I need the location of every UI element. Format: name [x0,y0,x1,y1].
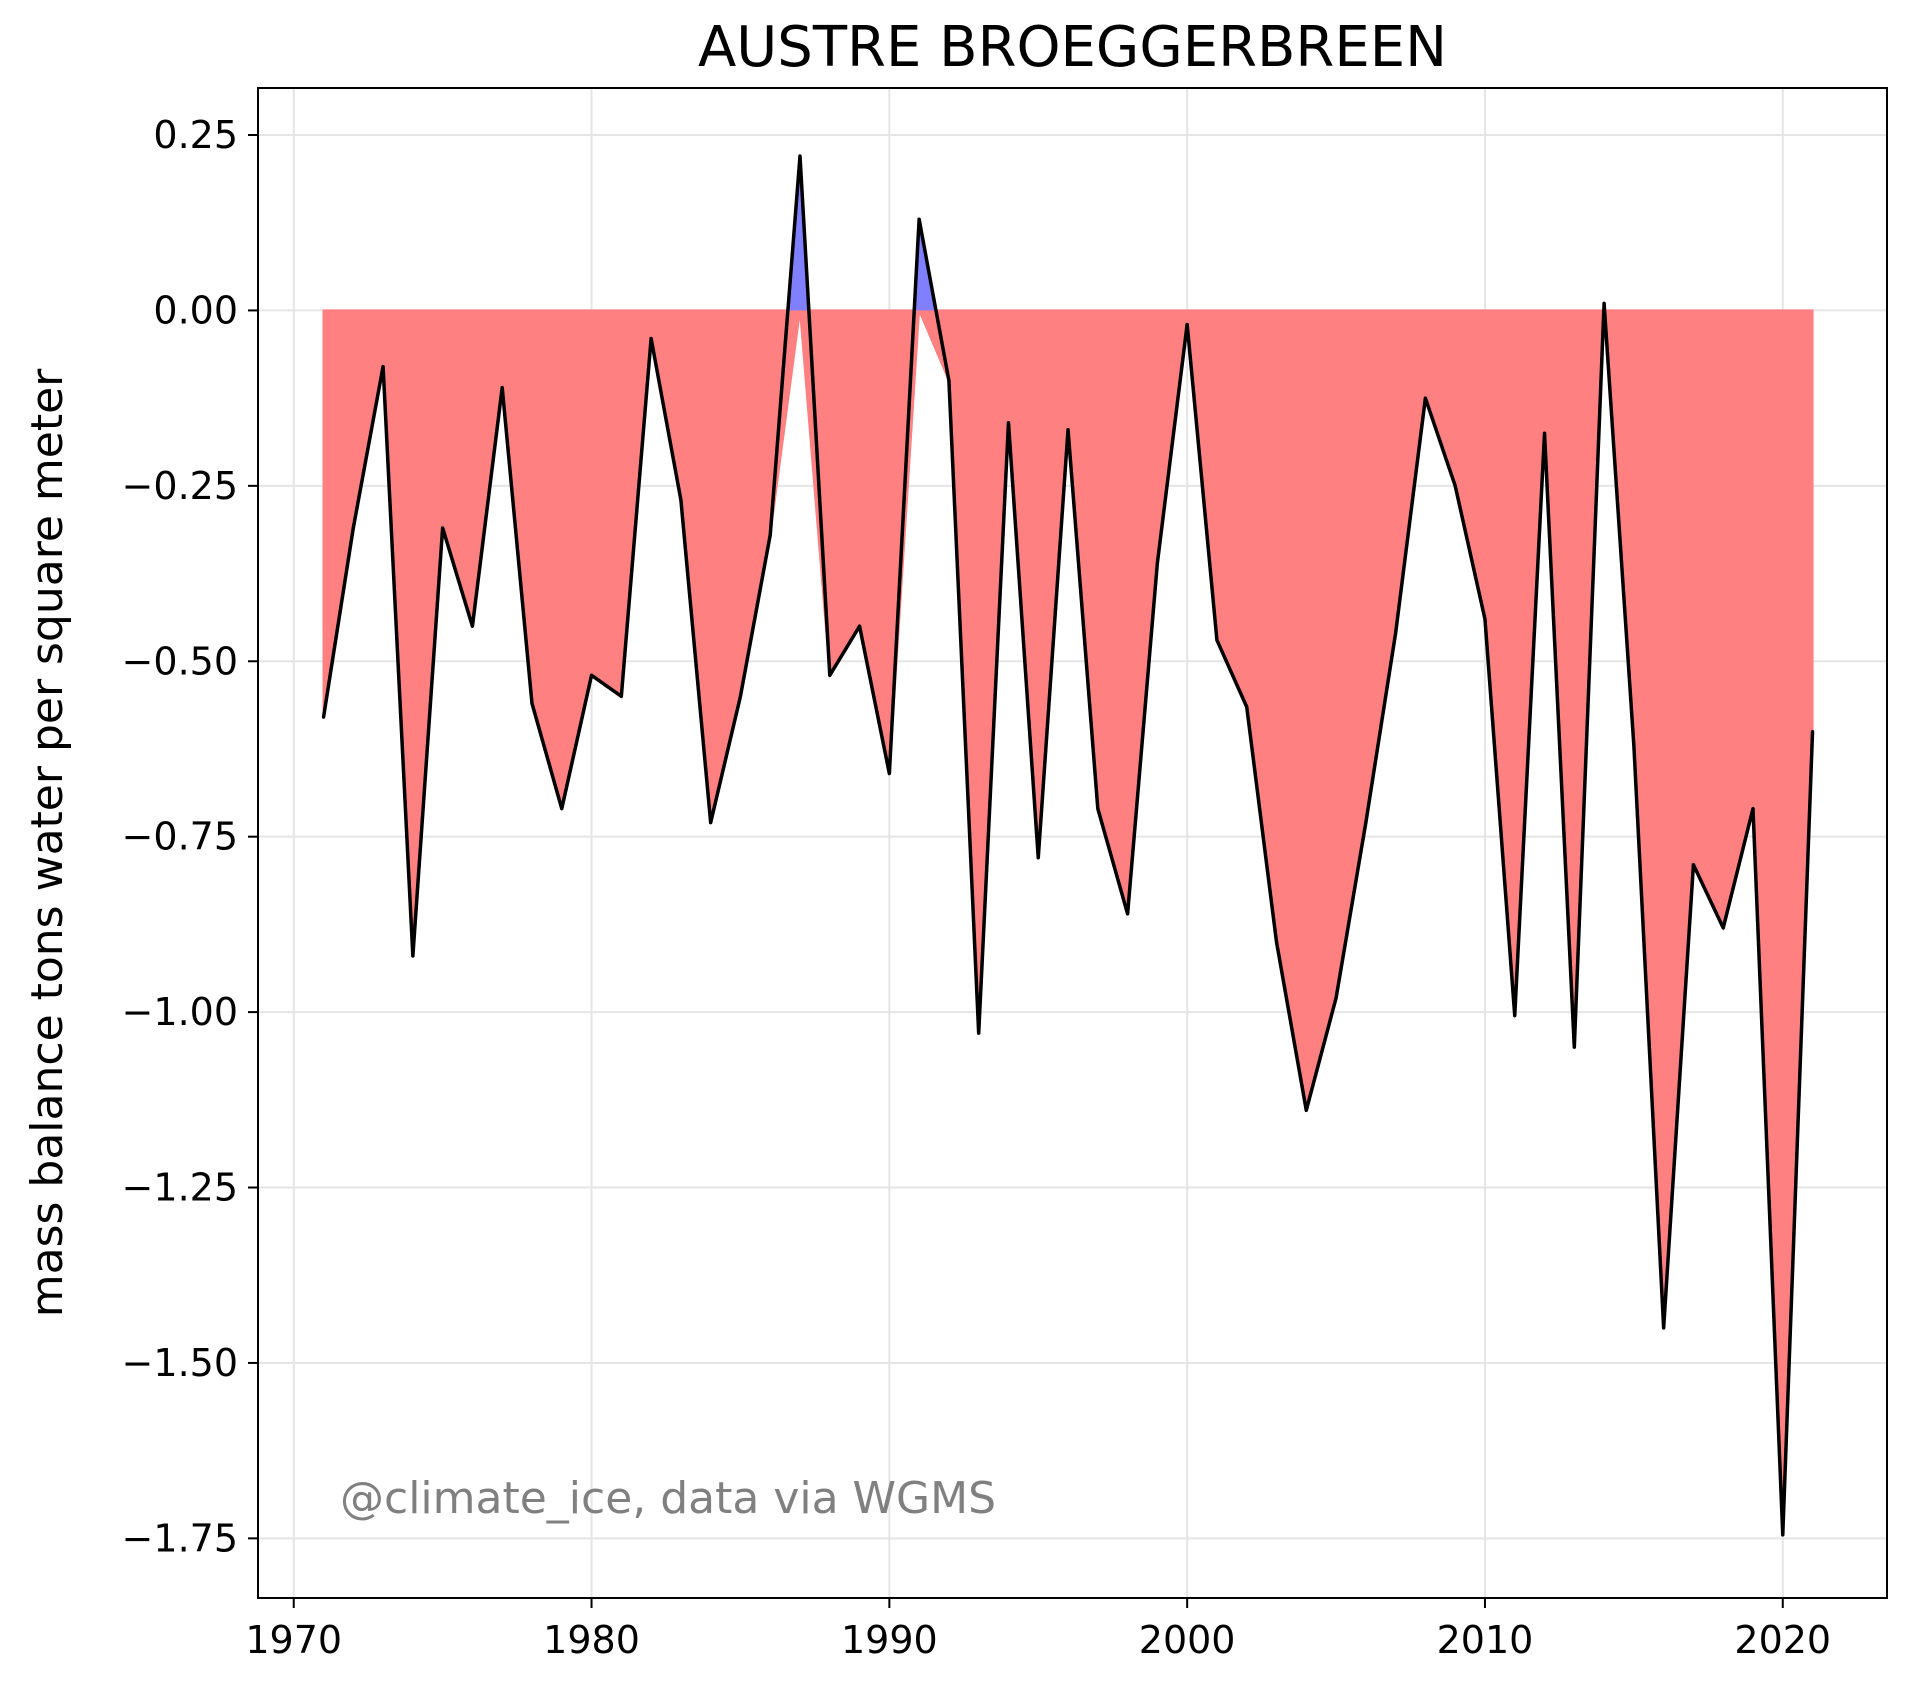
data-point [887,772,891,776]
y-tick-label: −1.50 [122,1341,238,1385]
data-point [1721,926,1725,930]
data-point [500,386,504,390]
data-point [1036,856,1040,860]
data-point [977,1031,981,1035]
y-tick-label: −0.75 [122,815,238,859]
data-point [351,526,355,530]
data-point [679,498,683,502]
x-tick-label: 2020 [1734,1618,1831,1662]
y-tick-label: 0.00 [153,288,238,332]
data-point [1781,1533,1785,1537]
data-point [1423,396,1427,400]
data-point [1602,301,1606,305]
data-point [1066,428,1070,432]
data-point [1751,807,1755,811]
data-point [322,715,326,719]
chart-title: AUSTRE BROEGGERBREEN [698,15,1447,80]
data-point [709,821,713,825]
data-point [1274,940,1278,944]
data-point [1185,322,1189,326]
data-point [619,694,623,698]
x-tick-label: 1980 [543,1618,640,1662]
x-tick-label: 1990 [841,1618,938,1662]
data-point [381,365,385,369]
source-annotation: @climate_ice, data via WGMS [340,1473,996,1524]
data-point [1811,729,1815,733]
data-point [947,379,951,383]
data-point [530,701,534,705]
data-point [1334,996,1338,1000]
data-point [1662,1326,1666,1330]
y-axis-label: mass balance tons water per square meter [22,368,73,1317]
data-point [1215,638,1219,642]
data-point [1483,617,1487,621]
data-point [828,673,832,677]
data-point [1632,743,1636,747]
data-point [1364,821,1368,825]
data-point [1572,1045,1576,1049]
data-point [1126,912,1130,916]
data-point [1304,1108,1308,1112]
data-point [441,526,445,530]
x-tick-label: 1970 [245,1618,342,1662]
plot-frame [257,87,1888,1599]
area-fills [322,156,1814,1535]
data-point [1006,421,1010,425]
data-point [560,807,564,811]
data-point [1394,631,1398,635]
data-point [917,217,921,221]
y-tick-label: 0.25 [153,113,238,157]
x-axis: 1970 1980 1990 2000 2010 2020 [245,1598,1831,1662]
positive-balance-area [787,156,809,311]
series-line [321,154,1815,1537]
data-point [1155,561,1159,565]
x-tick-label: 2000 [1139,1618,1236,1662]
data-point [798,154,802,158]
data-point [1453,484,1457,488]
y-tick-label: −0.25 [122,464,238,508]
data-point [1513,1014,1517,1018]
y-tick-label: −0.50 [122,639,238,683]
data-point [1096,807,1100,811]
x-tick-label: 2010 [1437,1618,1534,1662]
data-point [470,624,474,628]
data-point [649,336,653,340]
data-point [768,533,772,537]
data-point [738,694,742,698]
y-tick-label: −1.75 [122,1516,238,1560]
negative-balance-area [322,309,1814,1535]
y-axis: 0.25 0.00 −0.25 −0.50 −0.75 −1.00 −1.25 −1.50 −1… [122,113,258,1560]
data-point [858,624,862,628]
data-point [590,673,594,677]
data-point [411,954,415,958]
y-tick-label: −1.00 [122,990,238,1034]
y-tick-label: −1.25 [122,1166,238,1210]
data-point [1543,431,1547,435]
data-point [1691,863,1695,867]
data-point [1245,705,1249,709]
